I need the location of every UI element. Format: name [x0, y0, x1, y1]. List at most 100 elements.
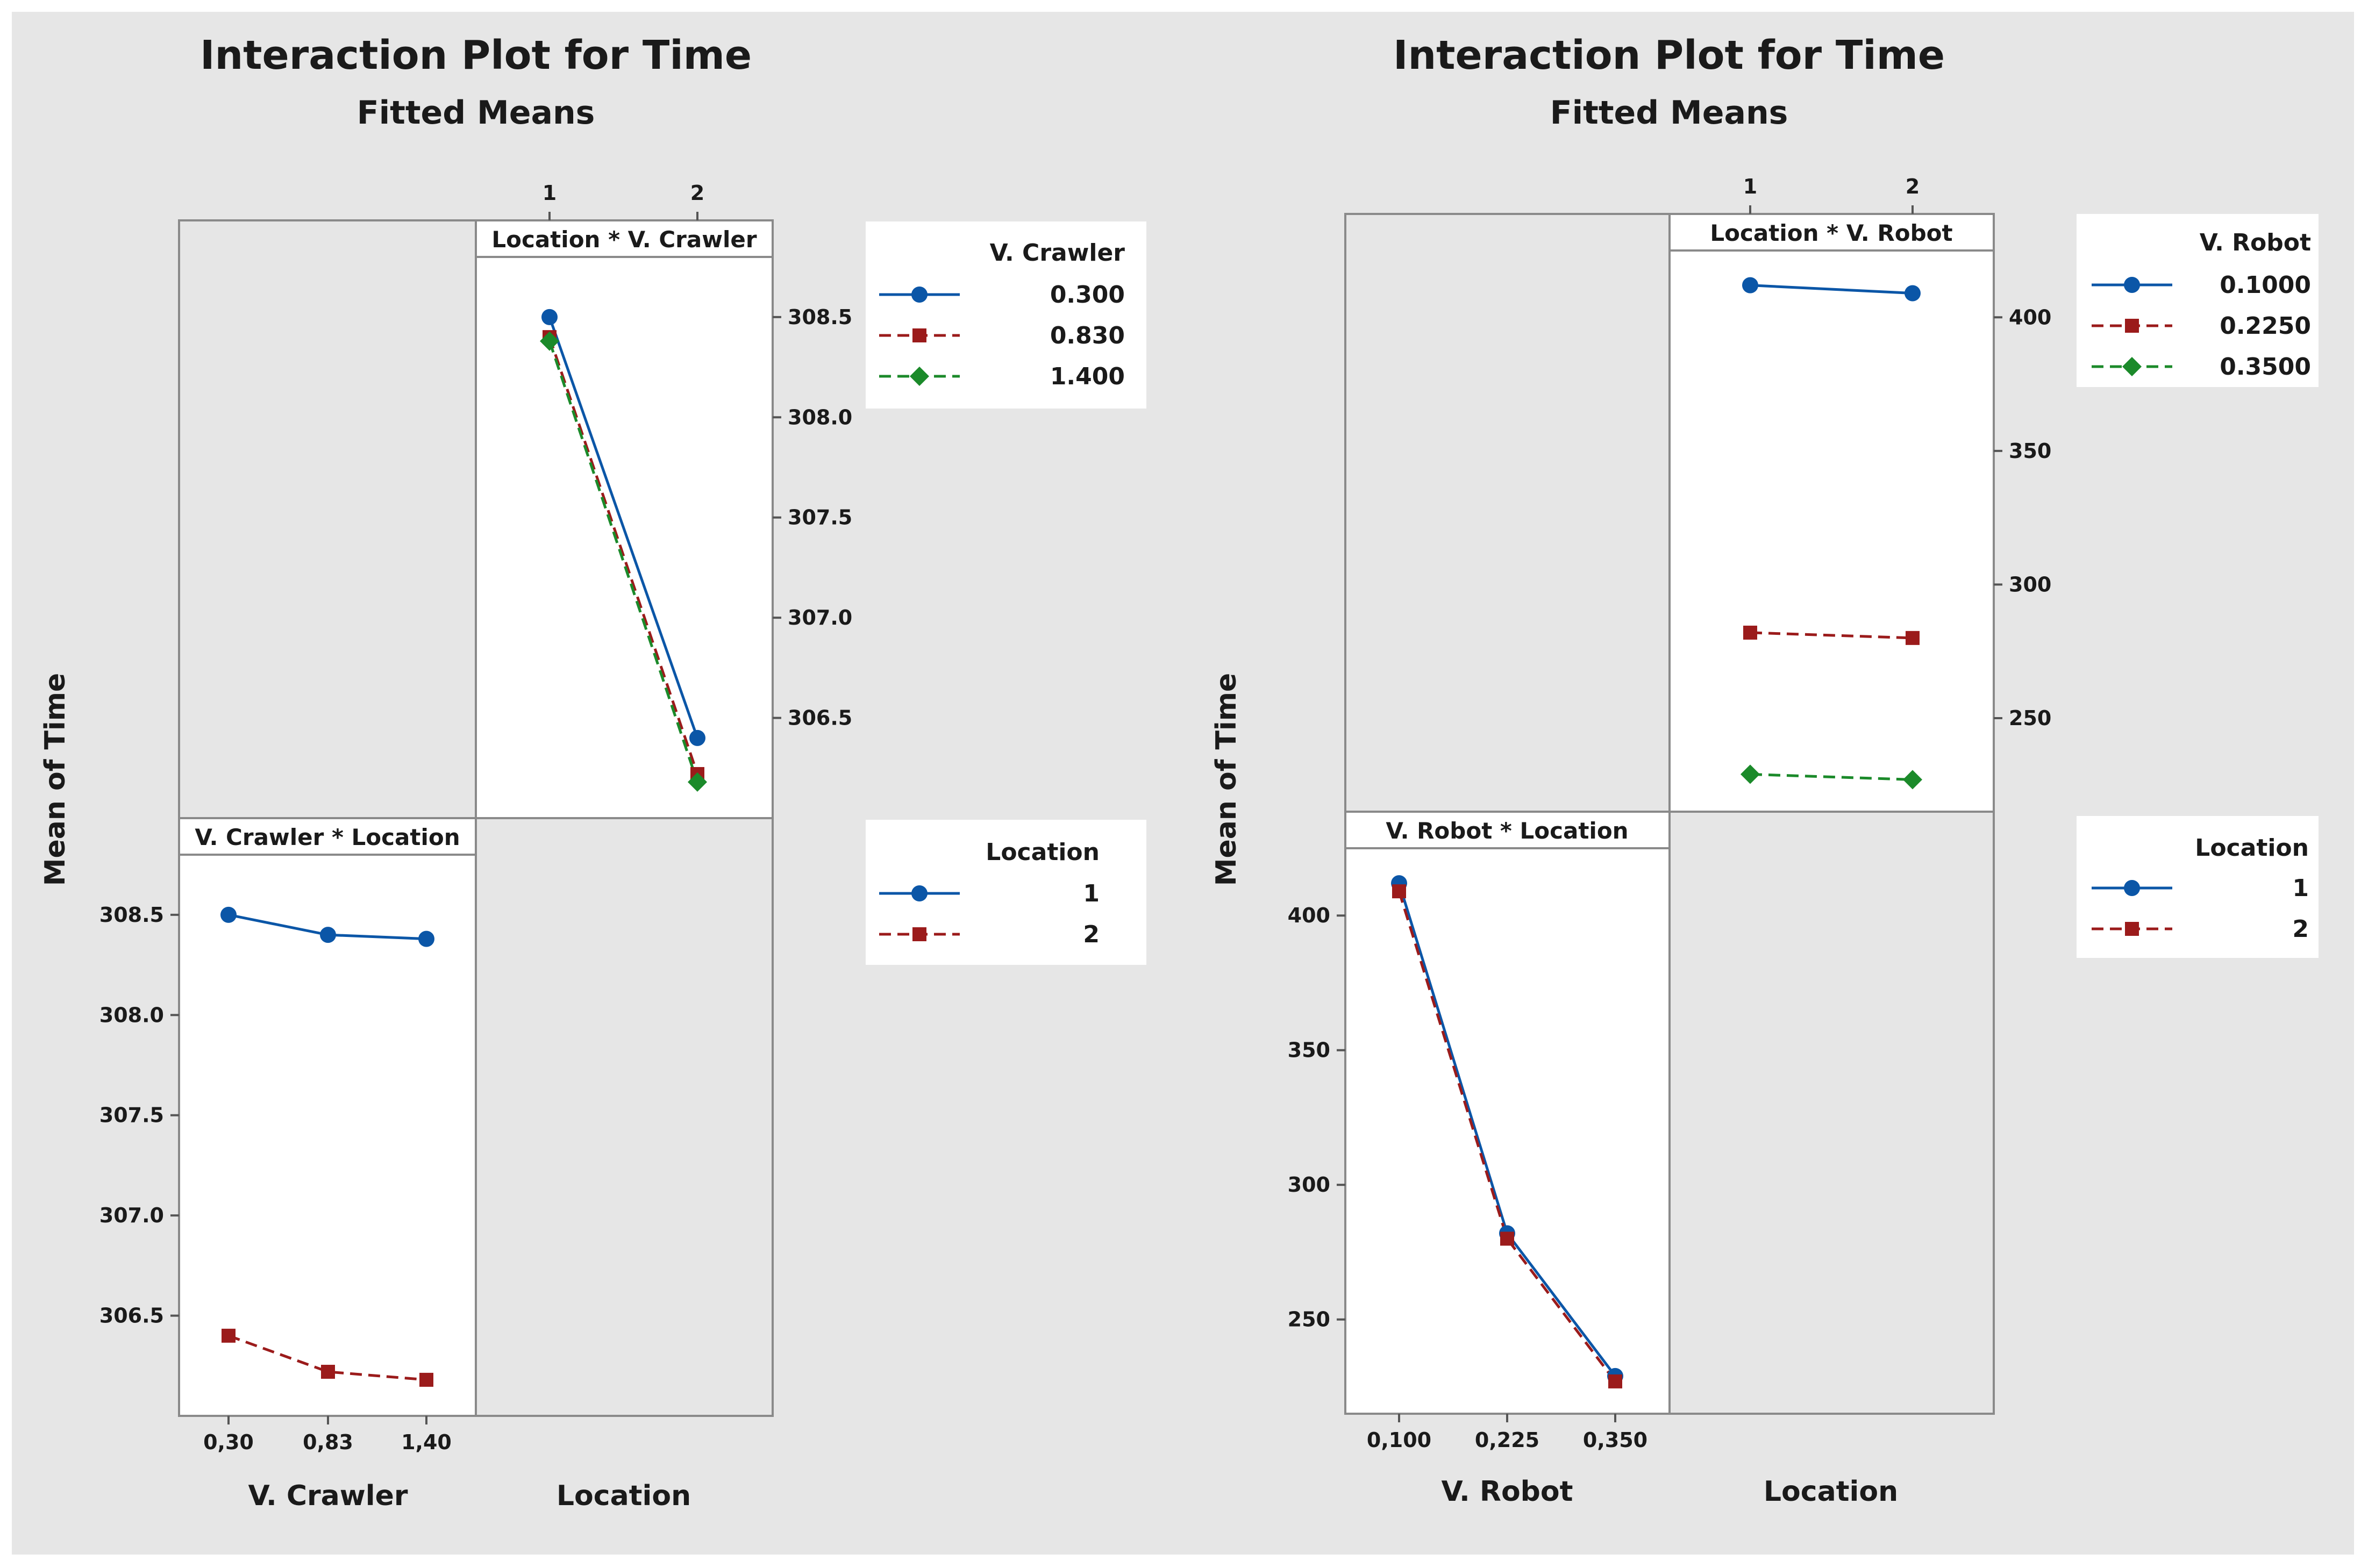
left-legend-location-entries: 12 [879, 880, 1100, 948]
left-tr-ytick-label: 308.0 [788, 405, 852, 429]
left-chart-xlabel-vcrawler: V. Crawler [248, 1480, 408, 1512]
leg-left-1-entry-label-2: 2 [1083, 921, 1100, 948]
left-bl-ytick-label: 307.0 [99, 1204, 164, 1227]
right-tr-series-line-3 [1750, 772, 1913, 781]
right-bl-plot-area [1344, 847, 1671, 1415]
right-chart-xlabel-vrobot: V. Robot [1442, 1476, 1573, 1508]
right-bl-xtick-label: 0,225 [1475, 1428, 1539, 1452]
right-panel-vrobot-by-location: V. Robot * Location 250 300 350 400 0,100 0,2… [1288, 811, 1671, 1452]
leg-left-0-entry-marker-2 [912, 328, 926, 342]
left-tr-xtick-label: 1 [543, 181, 557, 205]
leg-right-0-entry-marker-2 [2125, 319, 2139, 333]
left-tr-series-1-point [541, 309, 558, 325]
right-legend-vrobot-entries: 0.1000 0.2250 0.3500 [2092, 271, 2311, 381]
right-tr-series-3-point [1903, 770, 1922, 790]
left-tr-ytick-label: 308.5 [788, 305, 852, 329]
right-tr-series-line-2 [1750, 631, 1913, 640]
right-legend-location: Location 12 [2077, 816, 2319, 958]
left-panel-location-by-vcrawler: Location * V. Crawler 306.5 307.0 307.5 308… [475, 181, 852, 819]
right-tr-series-2-point [1906, 631, 1920, 645]
left-tr-series-3-point [688, 772, 707, 792]
right-bl-series-2-point [1500, 1232, 1514, 1246]
left-legend-vcrawler-title: V. Crawler [990, 239, 1125, 267]
right-tr-xtick-label: 1 [1743, 175, 1757, 198]
right-tr-plot-area [1668, 249, 1995, 813]
left-bl-xtick-label: 1,40 [401, 1430, 452, 1454]
left-bl-ytick-label: 308.0 [99, 1003, 164, 1027]
right-tr-ytick-label: 300 [2009, 572, 2051, 596]
leg-left-1-entry-marker-2 [912, 927, 926, 941]
leg-right-0-entry-marker-3 [2122, 357, 2142, 376]
right-bl-series-line-2 [1397, 891, 1616, 1383]
left-chart-title: Interaction Plot for Time [200, 32, 752, 78]
left-bl-series-2-point [419, 1372, 433, 1387]
left-tr-series-line-3 [548, 340, 699, 783]
left-bl-ytick-label: 306.5 [99, 1304, 164, 1328]
right-tr-xtick-label: 2 [1906, 175, 1920, 198]
right-tr-series-2-point [1743, 625, 1757, 640]
right-tr-series-line-1 [1750, 284, 1913, 295]
left-bl-series-2-point [321, 1364, 335, 1379]
right-chart-xlabel-location: Location [1764, 1476, 1898, 1508]
right-tr-ytick-label: 400 [2009, 305, 2051, 329]
leg-left-0-entry-label-1: 0.300 [1050, 281, 1125, 309]
right-tr-series-1-point [1742, 277, 1758, 293]
left-tr-ytick-label: 306.5 [788, 706, 852, 730]
left-chart-xlabel-location: Location [557, 1480, 691, 1512]
leg-left-1-entry-label-1: 1 [1083, 880, 1100, 907]
right-bl-series-2-point [1608, 1374, 1622, 1388]
right-bl-xtick-label: 0,350 [1583, 1428, 1647, 1452]
left-bl-series-1-point [418, 930, 434, 947]
leg-left-0-entry-marker-1 [911, 287, 928, 303]
leg-right-1-entry-label-1: 1 [2292, 875, 2309, 902]
right-tr-marks: 250 300 350 400 1 2 [1741, 175, 2051, 790]
left-tr-strip [475, 219, 774, 258]
left-chart-ylabel: Mean of Time [39, 673, 72, 886]
left-tr-marks: 306.5 307.0 307.5 308.0 308.5 1 2 [540, 181, 852, 792]
left-chart: Interaction Plot for Time Fitted Means M… [39, 32, 1146, 1512]
left-bl-xtick-label: 0,83 [303, 1430, 353, 1454]
right-bl-ytick-label: 250 [1288, 1308, 1330, 1331]
leg-left-1-entry-marker-1 [911, 885, 928, 901]
left-legend-location-title: Location [986, 839, 1100, 866]
right-bl-xtick-label: 0,100 [1367, 1428, 1431, 1452]
left-chart-subtitle: Fitted Means [357, 94, 595, 132]
leg-left-0-entry-label-2: 0.830 [1050, 322, 1125, 349]
leg-right-1-entry-marker-1 [2124, 880, 2140, 896]
left-bl-series-1-point [220, 906, 237, 923]
right-chart: Interaction Plot for Time Fitted Means M… [1210, 32, 2319, 1508]
left-legend-location: Location 12 [866, 820, 1146, 965]
right-chart-title: Interaction Plot for Time [1393, 32, 1945, 78]
left-tr-xtick-label: 2 [690, 181, 704, 205]
right-legend-vrobot-title: V. Robot [2200, 229, 2311, 256]
right-bl-series-2-point [1392, 884, 1406, 899]
right-panel-location-by-vrobot: Location * V. Robot 250 300 350 400 1 2 [1668, 175, 2051, 813]
right-bl-ytick-label: 300 [1288, 1173, 1330, 1197]
right-chart-ylabel: Mean of Time [1210, 673, 1243, 886]
right-bl-ytick-label: 350 [1288, 1039, 1330, 1062]
right-tr-ytick-label: 350 [2009, 439, 2051, 463]
left-bl-strip-label: V. Crawler * Location [195, 824, 460, 850]
left-bl-ytick-label: 308.5 [99, 903, 164, 927]
left-legend-vcrawler: V. Crawler 0.300 0.830 1.400 [866, 221, 1146, 409]
left-bl-xtick-label: 0,30 [203, 1430, 254, 1454]
right-tr-series-3-point [1741, 764, 1760, 784]
right-bl-strip-label: V. Robot * Location [1386, 818, 1628, 844]
left-bl-series-2-point [222, 1328, 236, 1343]
left-tr-series-1-point [689, 729, 705, 746]
left-tr-series-line-1 [548, 317, 699, 739]
left-tr-ytick-label: 307.5 [788, 506, 852, 529]
right-bl-strip [1344, 811, 1671, 849]
left-bl-series-1-point [320, 927, 336, 943]
left-tr-strip-label: Location * V. Crawler [491, 226, 757, 253]
leg-right-1-entry-marker-2 [2125, 922, 2139, 936]
left-tr-ytick-label: 307.0 [788, 606, 852, 629]
leg-left-0-entry-label-3: 1.400 [1050, 363, 1125, 390]
left-bl-ytick-label: 307.5 [99, 1104, 164, 1127]
right-tr-series-1-point [1905, 285, 1921, 302]
leg-left-0-entry-marker-3 [910, 367, 929, 386]
right-legend-location-entries: 12 [2092, 875, 2309, 943]
right-legend-vrobot-box [2077, 214, 2319, 387]
left-legend-vcrawler-entries: 0.300 0.830 1.400 [879, 281, 1125, 390]
left-panel-vcrawler-by-location: V. Crawler * Location 306.5 307.0 307.5 308… [99, 817, 477, 1454]
